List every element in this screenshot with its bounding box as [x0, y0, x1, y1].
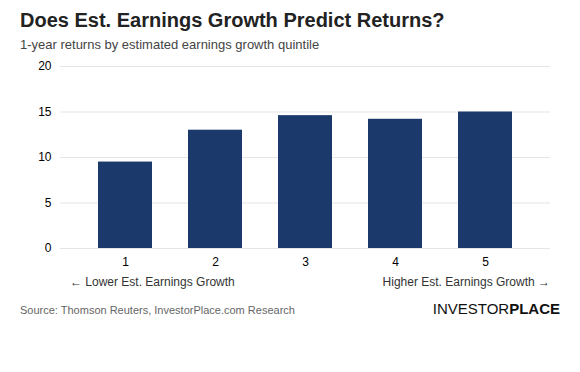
html-text:Source: Thomson Reuters, Inves: Source: Thomson Reuters, InvestorPlace.c…: [20, 304, 295, 316]
svg-text:3: 3: [302, 255, 309, 269]
svg-text:20: 20: [38, 59, 52, 73]
html-text:Higher Est. Earnings Growth →: Higher Est. Earnings Growth →: [382, 275, 550, 289]
svg-text:5: 5: [45, 196, 52, 210]
svg-text:5: 5: [482, 255, 489, 269]
svg-text:1: 1: [122, 255, 129, 269]
svg-text:15: 15: [38, 105, 52, 119]
svg-text:0: 0: [45, 241, 52, 255]
svg-text:2: 2: [212, 255, 219, 269]
svg-text:10: 10: [38, 150, 52, 164]
html-text:1-year returns by estimated ea: 1-year returns by estimated earnings gro…: [20, 37, 320, 52]
html-text:← Lower Est. Earnings Growth: ← Lower Est. Earnings Growth: [70, 275, 235, 289]
html-text:INVESTOR PLACE: INVESTOR PLACE: [432, 300, 560, 317]
html-text:Does Est. Earnings Growth Pred: Does Est. Earnings Growth Predict Return…: [20, 9, 445, 31]
svg-text:4: 4: [392, 255, 399, 269]
